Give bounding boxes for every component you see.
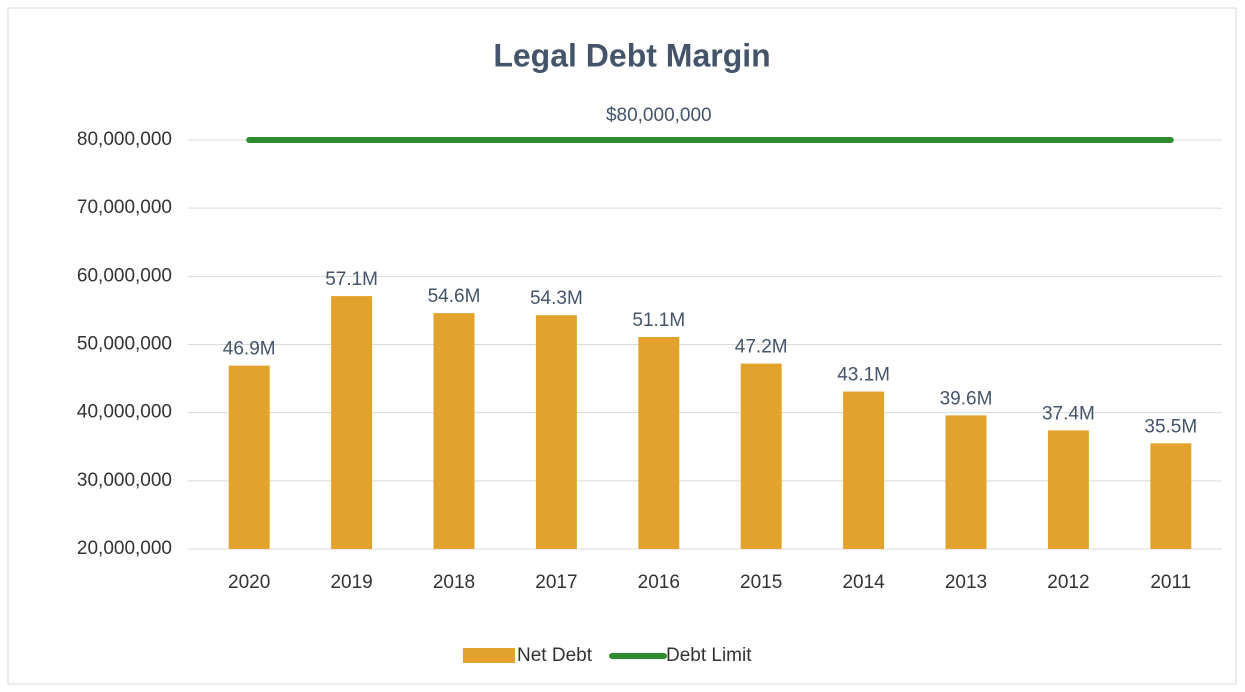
data-label: 47.2M xyxy=(735,337,788,358)
y-tick-label: 20,000,000 xyxy=(77,538,172,559)
y-tick-label: 70,000,000 xyxy=(77,197,172,218)
data-label: 43.1M xyxy=(837,365,890,386)
y-tick-label: 30,000,000 xyxy=(77,470,172,491)
bar xyxy=(945,415,987,549)
bar xyxy=(638,337,680,549)
bar xyxy=(433,313,475,549)
y-tick-label: 80,000,000 xyxy=(77,129,172,150)
x-tick-label: 2015 xyxy=(740,572,782,593)
data-label: 54.3M xyxy=(530,288,583,309)
bar xyxy=(843,391,885,549)
x-tick-label: 2012 xyxy=(1047,572,1089,593)
data-label: 51.1M xyxy=(632,310,685,331)
bar xyxy=(535,315,577,549)
x-tick-label: 2013 xyxy=(945,572,987,593)
data-label: 54.6M xyxy=(428,286,481,307)
chart-title: Legal Debt Margin xyxy=(493,37,770,73)
x-tick-label: 2014 xyxy=(842,572,885,593)
x-tick-label: 2020 xyxy=(228,572,270,593)
legend-label: Debt Limit xyxy=(666,645,752,666)
data-label: 57.1M xyxy=(325,269,378,290)
bar xyxy=(331,296,373,549)
data-label: 35.5M xyxy=(1144,416,1197,437)
data-label: 39.6M xyxy=(940,388,993,409)
data-label: $80,000,000 xyxy=(606,105,712,126)
bar xyxy=(1150,443,1192,549)
x-tick-label: 2011 xyxy=(1150,572,1191,593)
data-label: 37.4M xyxy=(1042,403,1095,424)
bar xyxy=(1047,430,1089,549)
y-tick-label: 60,000,000 xyxy=(77,265,172,286)
y-tick-label: 40,000,000 xyxy=(77,402,172,423)
data-label: 46.9M xyxy=(223,339,276,360)
bar xyxy=(740,363,782,549)
legend-swatch xyxy=(463,648,515,663)
bar xyxy=(228,365,270,549)
x-tick-label: 2016 xyxy=(638,572,680,593)
legend-label: Net Debt xyxy=(517,645,593,666)
x-tick-label: 2018 xyxy=(433,572,475,593)
chart-border xyxy=(7,7,1237,685)
y-tick-label: 50,000,000 xyxy=(77,334,172,355)
x-tick-label: 2019 xyxy=(330,572,372,593)
x-tick-label: 2017 xyxy=(535,572,577,593)
